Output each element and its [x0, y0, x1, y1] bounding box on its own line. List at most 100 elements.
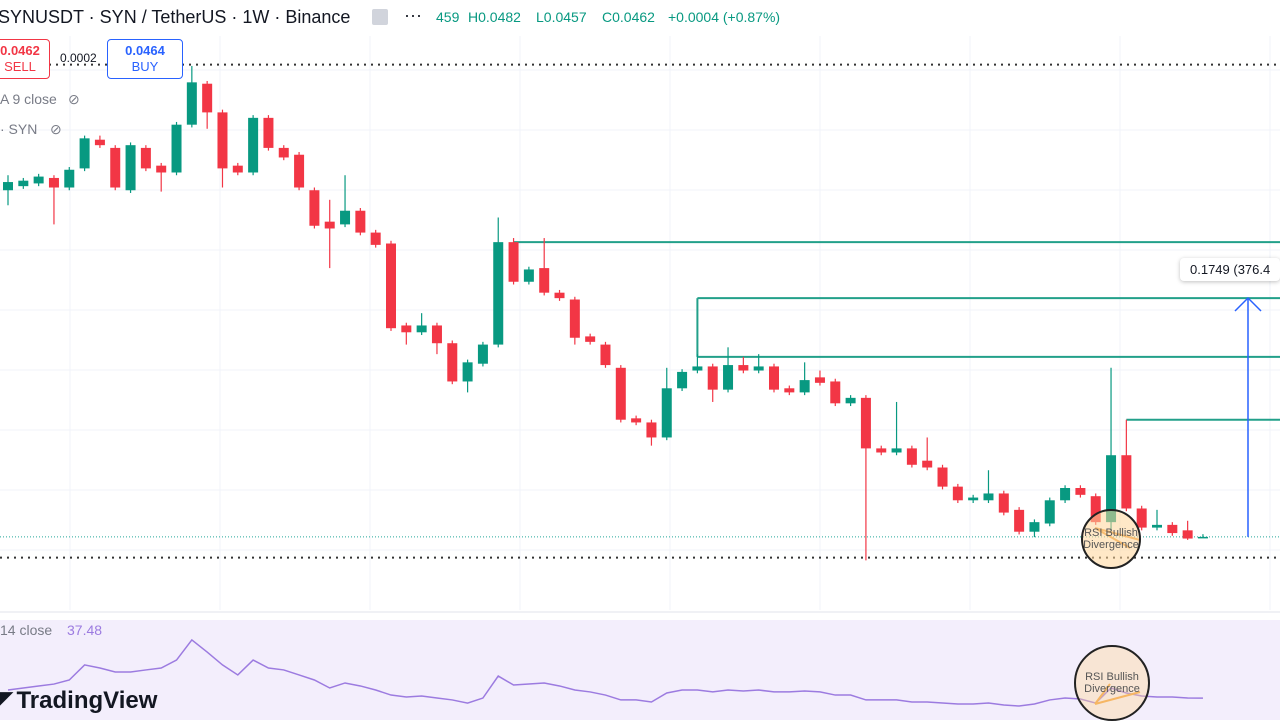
candle-body	[784, 388, 795, 393]
sell-price: 0.0462	[0, 43, 40, 58]
spread: 0.0002	[60, 51, 97, 65]
candle-body	[968, 497, 979, 501]
header-bar	[0, 0, 1280, 36]
candle-body	[431, 325, 442, 344]
candle-body	[1090, 496, 1101, 523]
candle-body	[79, 138, 90, 169]
annotation-circle: RSI Bullish Divergence	[1081, 509, 1141, 569]
annotation-circle: RSI Bullish Divergence	[1074, 645, 1150, 721]
candle-body	[1029, 522, 1040, 532]
candle-body	[278, 147, 289, 158]
flag-icon[interactable]	[372, 9, 388, 25]
candle-body	[523, 269, 534, 282]
candle-body	[294, 154, 305, 188]
candle-body	[508, 242, 519, 282]
candle-body	[462, 362, 473, 382]
high: H0.0482	[468, 9, 521, 25]
candle-body	[906, 448, 917, 465]
candle-body	[830, 381, 841, 404]
candle-body	[1167, 524, 1178, 534]
more-icon[interactable]: ···	[404, 5, 422, 25]
candle-body	[539, 268, 550, 293]
sell-label: SELL	[4, 59, 36, 74]
candle-body	[860, 397, 871, 449]
candle-body	[1197, 536, 1208, 539]
candle-body	[1136, 508, 1147, 528]
candle-body	[477, 344, 488, 364]
candle-body	[493, 242, 504, 345]
candle-body	[340, 210, 351, 225]
candle-body	[94, 139, 105, 146]
candle-body	[723, 365, 734, 390]
candle-body	[186, 82, 197, 125]
candle-body	[324, 221, 335, 229]
candle-body	[952, 486, 963, 501]
candle-body	[1152, 524, 1162, 528]
candle-body	[585, 336, 596, 342]
candle-body	[753, 366, 764, 371]
measure-label: 0.1749 (376.4	[1180, 258, 1280, 281]
candle-body	[983, 493, 994, 501]
buy-label: BUY	[131, 59, 159, 74]
indicator-syn: · SYN	[0, 121, 38, 137]
candle-body	[48, 177, 59, 188]
candle-body	[922, 460, 933, 468]
hide-icon[interactable]: ⊘	[68, 91, 80, 107]
candle-body	[891, 448, 902, 453]
candle-body	[1182, 530, 1193, 539]
candle-body	[615, 367, 626, 420]
candle-body	[769, 366, 779, 390]
candle-body	[386, 243, 396, 329]
candle-body	[799, 380, 810, 393]
change: +0.0004 (+0.87%)	[668, 9, 781, 25]
candle-body	[401, 325, 412, 333]
indicator-ma: A 9 close	[0, 91, 57, 107]
candle-body	[692, 366, 703, 371]
candle-body	[1075, 488, 1086, 495]
candle-body	[125, 145, 136, 191]
candle-body	[447, 343, 458, 382]
watermark-text: TradingView	[16, 687, 158, 714]
candle-body	[631, 418, 642, 423]
candle-body	[1060, 488, 1071, 501]
candle-body	[110, 147, 121, 188]
buy-price: 0.0464	[125, 43, 165, 58]
open: 459	[436, 9, 460, 25]
candle-body	[554, 292, 565, 299]
candle-body	[263, 117, 274, 148]
watermark: ◤ TradingView	[0, 687, 158, 714]
candle-body	[1044, 500, 1055, 524]
candle-body	[569, 299, 580, 338]
measure-arrowhead	[1234, 296, 1262, 312]
candle-body	[18, 180, 29, 187]
candle-body	[416, 325, 427, 333]
candle-body	[1121, 455, 1132, 509]
rsi-pane	[0, 620, 1280, 720]
candle-body	[217, 112, 228, 169]
candle-body	[3, 182, 13, 191]
symbol[interactable]: SYNUSDT · SYN / TetherUS · 1W · Binance	[0, 7, 351, 27]
rsi-value: 37.48	[67, 622, 103, 638]
close: C0.0462	[602, 9, 655, 25]
candle-body	[646, 422, 657, 438]
candle-body	[707, 366, 718, 390]
candle-body	[171, 124, 182, 173]
candle-body	[661, 388, 672, 438]
candle-body	[738, 365, 749, 371]
candle-body	[998, 493, 1009, 513]
candle-body	[156, 165, 167, 173]
candle-body	[1014, 509, 1025, 532]
candle-body	[937, 467, 948, 487]
candle-body	[64, 169, 75, 188]
candle-body	[876, 448, 887, 453]
sell-button[interactable]: 0.0462 SELL	[0, 39, 50, 79]
hide-icon[interactable]: ⊘	[50, 121, 62, 137]
candle-body	[814, 377, 825, 383]
candle-body	[1106, 455, 1117, 523]
candle-body	[355, 210, 366, 233]
candle-body	[845, 397, 856, 404]
candle-body	[202, 83, 213, 113]
buy-button[interactable]: 0.0464 BUY	[107, 39, 183, 79]
